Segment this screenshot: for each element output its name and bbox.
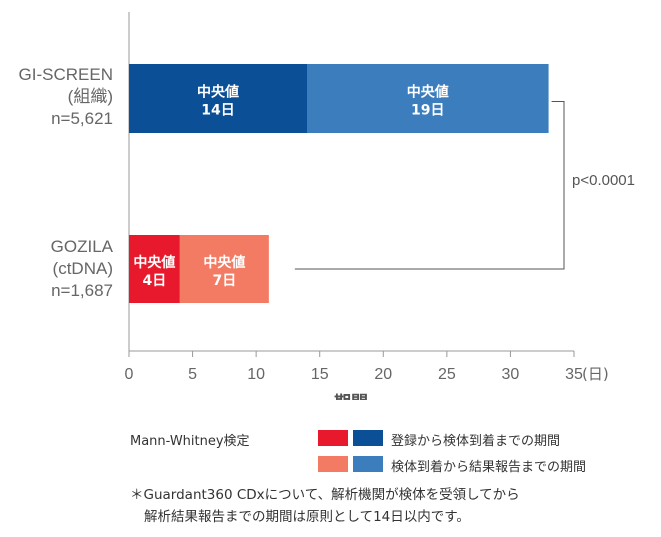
x-unit-label: (日): [582, 365, 609, 383]
legend-item-1-label: 登録から検体到着までの期間: [391, 434, 561, 449]
significance-bracket: [294, 101, 565, 270]
footnote-line-1: ＊Guardant360 CDxについて、解析機関が検体を受領してから: [130, 487, 520, 503]
legend-swatch-salmon: [318, 456, 348, 472]
x-tick-label: 20: [374, 366, 392, 383]
x-tick-label: 35: [565, 366, 583, 383]
bar-label-title: 中央値: [133, 254, 175, 271]
x-axis-title: 期間: [334, 393, 368, 400]
footnote-line-2: 解析結果報告までの期間は原則として14日以内です。: [144, 509, 470, 525]
legend-swatch-red: [318, 430, 348, 446]
legend-item-2-label: 検体到着から結果報告までの期間: [391, 460, 587, 475]
x-tick-label: 5: [188, 366, 197, 383]
bar-label-value: 4日: [143, 273, 167, 289]
category-label-line: GOZILA: [51, 237, 114, 256]
category-label-line: n=1,687: [51, 281, 113, 300]
bar-segment: [129, 64, 307, 133]
legend-title: Mann-Whitney検定: [130, 434, 250, 449]
bar-segment: [179, 235, 269, 303]
category-label-line: (組織): [68, 87, 113, 106]
x-tick-label: 15: [311, 366, 329, 383]
bar-label-title: 中央値: [203, 254, 245, 271]
x-tick-label: 10: [247, 366, 265, 383]
bar-label-value: 7日: [212, 273, 236, 289]
x-tick-label: 30: [502, 366, 520, 383]
x-tick-label: 0: [125, 366, 134, 383]
bar-label-title: 中央値: [197, 84, 239, 101]
bar-segment: [307, 64, 549, 133]
category-label-line: (ctDNA): [53, 259, 113, 278]
legend-swatch-blue: [353, 456, 383, 472]
bar-label-value: 14日: [201, 103, 234, 119]
bar-label-title: 中央値: [407, 84, 449, 101]
category-label-line: GI-SCREEN: [19, 65, 113, 84]
category-label-line: n=5,621: [51, 109, 113, 128]
p-value-annotation: p<0.0001: [572, 172, 635, 189]
stacked-bar-chart: 0 5 10 15 20 25 30 35(日) 期間 GI-SCREEN (組織) n=5,621 G…: [19, 12, 635, 400]
bar-segment: [129, 235, 180, 303]
x-tick-label: 25: [438, 366, 456, 383]
legend-swatch-navy: [353, 430, 383, 446]
bar-label-value: 19日: [411, 103, 444, 119]
